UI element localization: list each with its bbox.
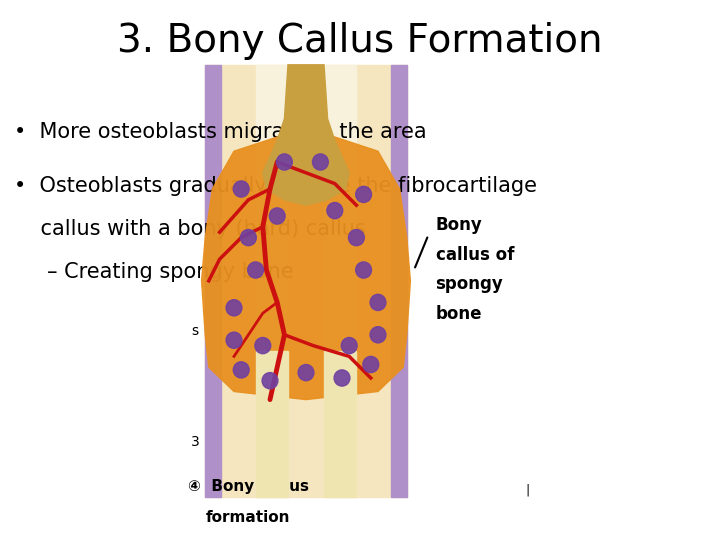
Text: s: s — [191, 324, 198, 338]
Text: 3. Bony Callus Formation: 3. Bony Callus Formation — [117, 22, 603, 59]
Ellipse shape — [363, 356, 379, 373]
Polygon shape — [263, 65, 349, 205]
Polygon shape — [324, 65, 356, 497]
Ellipse shape — [298, 364, 314, 381]
Text: 3: 3 — [191, 435, 199, 449]
Polygon shape — [324, 351, 356, 497]
Ellipse shape — [233, 181, 249, 197]
Ellipse shape — [370, 327, 386, 343]
Ellipse shape — [341, 338, 357, 354]
Ellipse shape — [327, 202, 343, 219]
Polygon shape — [256, 65, 288, 497]
Polygon shape — [256, 351, 288, 497]
Ellipse shape — [240, 230, 256, 246]
Text: •  Osteoblasts gradually replace the fibrocartilage: • Osteoblasts gradually replace the fibr… — [14, 176, 537, 195]
Ellipse shape — [269, 208, 285, 224]
Text: spongy: spongy — [436, 275, 503, 293]
Ellipse shape — [226, 300, 242, 316]
Ellipse shape — [356, 186, 372, 202]
Polygon shape — [205, 65, 407, 497]
Ellipse shape — [348, 230, 364, 246]
Ellipse shape — [248, 262, 264, 278]
Ellipse shape — [262, 373, 278, 389]
Ellipse shape — [226, 332, 242, 348]
Text: callus with a bony (hard) callus: callus with a bony (hard) callus — [14, 219, 366, 239]
Text: bone: bone — [436, 305, 482, 323]
Text: Bony: Bony — [436, 216, 482, 234]
Ellipse shape — [276, 154, 292, 170]
Ellipse shape — [334, 370, 350, 386]
Text: ④  Bony callus: ④ Bony callus — [188, 479, 309, 494]
Text: callus of: callus of — [436, 246, 514, 264]
Polygon shape — [202, 130, 410, 400]
Text: formation: formation — [206, 510, 291, 525]
Ellipse shape — [312, 154, 328, 170]
Ellipse shape — [233, 362, 249, 378]
Ellipse shape — [370, 294, 386, 310]
Text: |: | — [526, 484, 530, 497]
Polygon shape — [205, 65, 221, 497]
Text: •  More osteoblasts migrate to the area: • More osteoblasts migrate to the area — [14, 122, 427, 141]
Ellipse shape — [255, 338, 271, 354]
Polygon shape — [391, 65, 407, 497]
Ellipse shape — [356, 262, 372, 278]
Text: – Creating spongy bone: – Creating spongy bone — [14, 262, 294, 282]
